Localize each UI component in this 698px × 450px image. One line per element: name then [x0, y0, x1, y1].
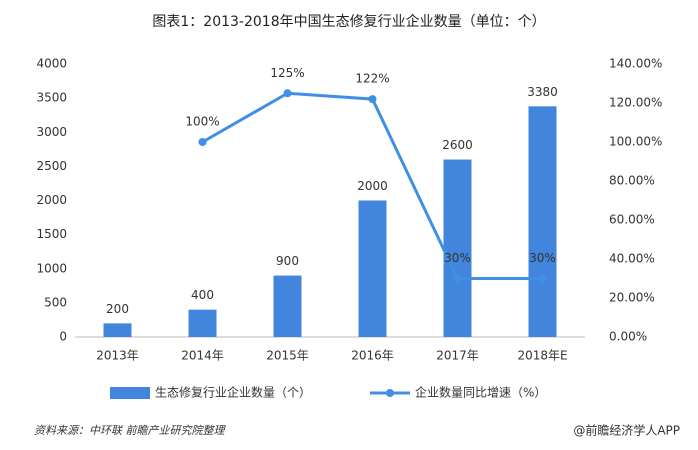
line-value-label: 30% [444, 251, 471, 265]
bar [188, 309, 217, 337]
y2-tick-label: 0.00% [609, 330, 647, 344]
line-point [453, 274, 462, 283]
line-point [283, 89, 292, 98]
bar-value-label: 2600 [442, 138, 473, 152]
y-tick-label: 2000 [36, 193, 67, 207]
line-value-label: 30% [529, 251, 556, 265]
line-point [368, 95, 377, 104]
y2-tick-label: 20.00% [609, 291, 655, 305]
y2-tick-label: 80.00% [609, 174, 655, 188]
bar-value-label: 400 [191, 288, 214, 302]
bar-value-label: 2000 [357, 179, 388, 193]
line-point [198, 138, 207, 146]
legend-swatch [110, 387, 150, 399]
bar [273, 275, 302, 337]
y2-tick-label: 140.00% [609, 57, 662, 71]
credit: @前瞻经济学人APP [573, 423, 680, 438]
y-tick-label: 2500 [36, 159, 67, 173]
chart-title: 图表1：2013-2018年中国生态修复行业企业数量（单位：个） [152, 13, 545, 30]
x-tick-label: 2015年 [266, 349, 309, 363]
x-tick-label: 2016年 [351, 349, 394, 363]
y2-tick-label: 100.00% [609, 135, 662, 149]
y-tick-label: 0 [59, 330, 67, 344]
line-value-label: 122% [355, 72, 389, 86]
bar-value-label: 3380 [527, 85, 558, 99]
bar [443, 159, 472, 337]
y-tick-label: 3000 [36, 125, 67, 139]
line-value-label: 100% [185, 115, 219, 129]
y-tick-label: 3500 [36, 91, 67, 105]
x-tick-label: 2014年 [181, 349, 224, 363]
y2-tick-label: 120.00% [609, 96, 662, 110]
y-tick-label: 1500 [36, 227, 67, 241]
bar [528, 106, 557, 337]
y-tick-label: 4000 [36, 57, 67, 71]
source-note: 资料来源：中环联 前瞻产业研究院整理 [34, 424, 226, 437]
y-tick-label: 1000 [36, 261, 67, 275]
line-value-label: 125% [270, 66, 304, 80]
bar [103, 323, 132, 337]
bar-value-label: 200 [106, 302, 129, 316]
y2-tick-label: 60.00% [609, 213, 655, 227]
legend-label: 企业数量同比增速（%） [415, 385, 546, 400]
x-tick-label: 2017年 [436, 349, 479, 363]
line-point [538, 274, 547, 283]
y2-tick-label: 40.00% [609, 252, 655, 266]
legend-swatch [386, 389, 394, 397]
x-tick-label: 2018年E [517, 349, 567, 363]
legend-label: 生态修复行业企业数量（个） [155, 385, 311, 400]
y-tick-label: 500 [44, 295, 67, 309]
bar [358, 200, 387, 337]
x-tick-label: 2013年 [96, 349, 139, 363]
bar-value-label: 900 [276, 254, 299, 268]
